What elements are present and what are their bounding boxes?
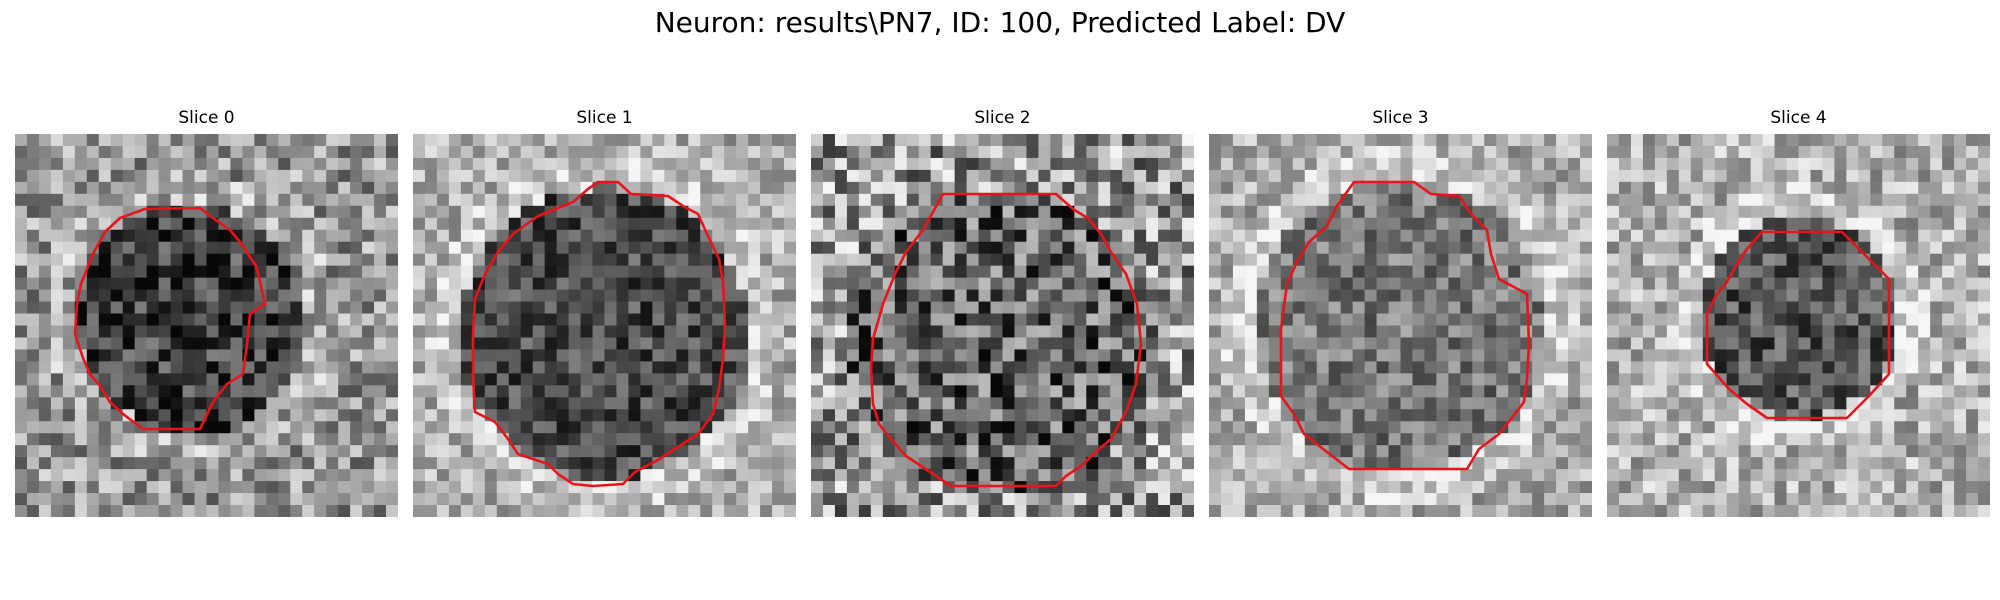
neuron-contour-4	[1705, 230, 1891, 420]
slice-image-4	[1607, 134, 1990, 517]
slice-title-0: Slice 0	[178, 108, 235, 128]
slice-title-2: Slice 2	[974, 108, 1031, 128]
neuron-contour-1	[471, 180, 727, 488]
slice-image-0	[15, 134, 398, 517]
slice-title-1: Slice 1	[576, 108, 633, 128]
slice-image-3	[1209, 134, 1592, 517]
neuron-contour-2	[869, 192, 1143, 488]
grayscale-pixel-grid	[413, 134, 796, 517]
neuron-contour-3	[1279, 180, 1531, 471]
grayscale-pixel-grid	[1607, 134, 1990, 517]
grayscale-pixel-grid	[15, 134, 398, 517]
slice-image-1	[413, 134, 796, 517]
grayscale-pixel-grid	[811, 134, 1194, 517]
figure-title: Neuron: results\PN7, ID: 100, Predicted …	[654, 6, 1346, 39]
slice-image-2	[811, 134, 1194, 517]
grayscale-pixel-grid	[1209, 134, 1592, 517]
neuron-contour-0	[73, 206, 267, 431]
slice-title-3: Slice 3	[1372, 108, 1429, 128]
slice-title-4: Slice 4	[1770, 108, 1827, 128]
